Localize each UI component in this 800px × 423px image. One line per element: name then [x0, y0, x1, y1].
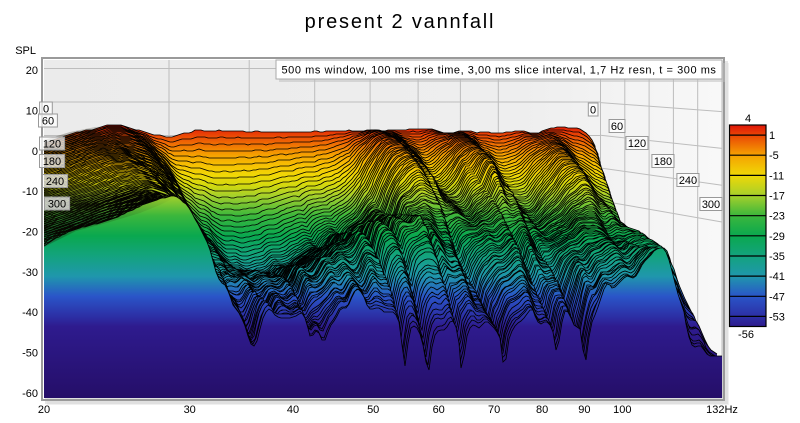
svg-text:0: 0 — [43, 104, 49, 116]
svg-text:240: 240 — [46, 176, 64, 188]
svg-text:60: 60 — [433, 404, 445, 416]
svg-text:SPL: SPL — [15, 45, 36, 57]
svg-text:-20: -20 — [22, 227, 38, 239]
svg-text:70: 70 — [488, 404, 500, 416]
svg-text:132Hz: 132Hz — [706, 404, 738, 416]
svg-text:500 ms window, 100 ms rise tim: 500 ms window, 100 ms rise time, 3,00 ms… — [282, 65, 717, 77]
svg-text:-60: -60 — [22, 388, 38, 400]
svg-text:0: 0 — [590, 105, 596, 117]
svg-text:1: 1 — [769, 130, 775, 142]
svg-text:40: 40 — [287, 404, 299, 416]
svg-text:-29: -29 — [769, 231, 785, 243]
svg-text:30: 30 — [184, 404, 196, 416]
svg-text:-10: -10 — [22, 186, 38, 198]
svg-text:120: 120 — [628, 138, 646, 150]
svg-text:100: 100 — [613, 404, 631, 416]
svg-text:50: 50 — [367, 404, 379, 416]
svg-text:-35: -35 — [769, 251, 785, 263]
svg-text:-53: -53 — [769, 311, 785, 323]
svg-text:180: 180 — [654, 156, 672, 168]
svg-text:-47: -47 — [769, 291, 785, 303]
svg-text:-40: -40 — [22, 307, 38, 319]
svg-text:180: 180 — [43, 156, 61, 168]
svg-text:0: 0 — [32, 146, 38, 158]
svg-text:300: 300 — [48, 199, 66, 211]
svg-text:-11: -11 — [769, 170, 784, 182]
svg-text:20: 20 — [26, 65, 38, 77]
svg-text:60: 60 — [611, 121, 623, 133]
svg-text:-56: -56 — [738, 329, 754, 341]
svg-text:-5: -5 — [769, 150, 779, 162]
svg-text:60: 60 — [42, 116, 54, 128]
svg-text:90: 90 — [578, 404, 590, 416]
svg-text:-41: -41 — [769, 271, 785, 283]
svg-text:120: 120 — [43, 139, 61, 151]
svg-text:-17: -17 — [769, 191, 785, 203]
svg-text:4: 4 — [745, 113, 751, 125]
svg-text:-30: -30 — [22, 267, 38, 279]
svg-text:240: 240 — [679, 175, 697, 187]
svg-text:10: 10 — [26, 105, 38, 117]
svg-text:-23: -23 — [769, 211, 785, 223]
svg-text:present 2 vannfall: present 2 vannfall — [305, 11, 496, 33]
svg-text:80: 80 — [536, 404, 548, 416]
svg-text:-50: -50 — [22, 348, 38, 360]
svg-text:20: 20 — [38, 404, 50, 416]
svg-text:300: 300 — [702, 199, 720, 211]
